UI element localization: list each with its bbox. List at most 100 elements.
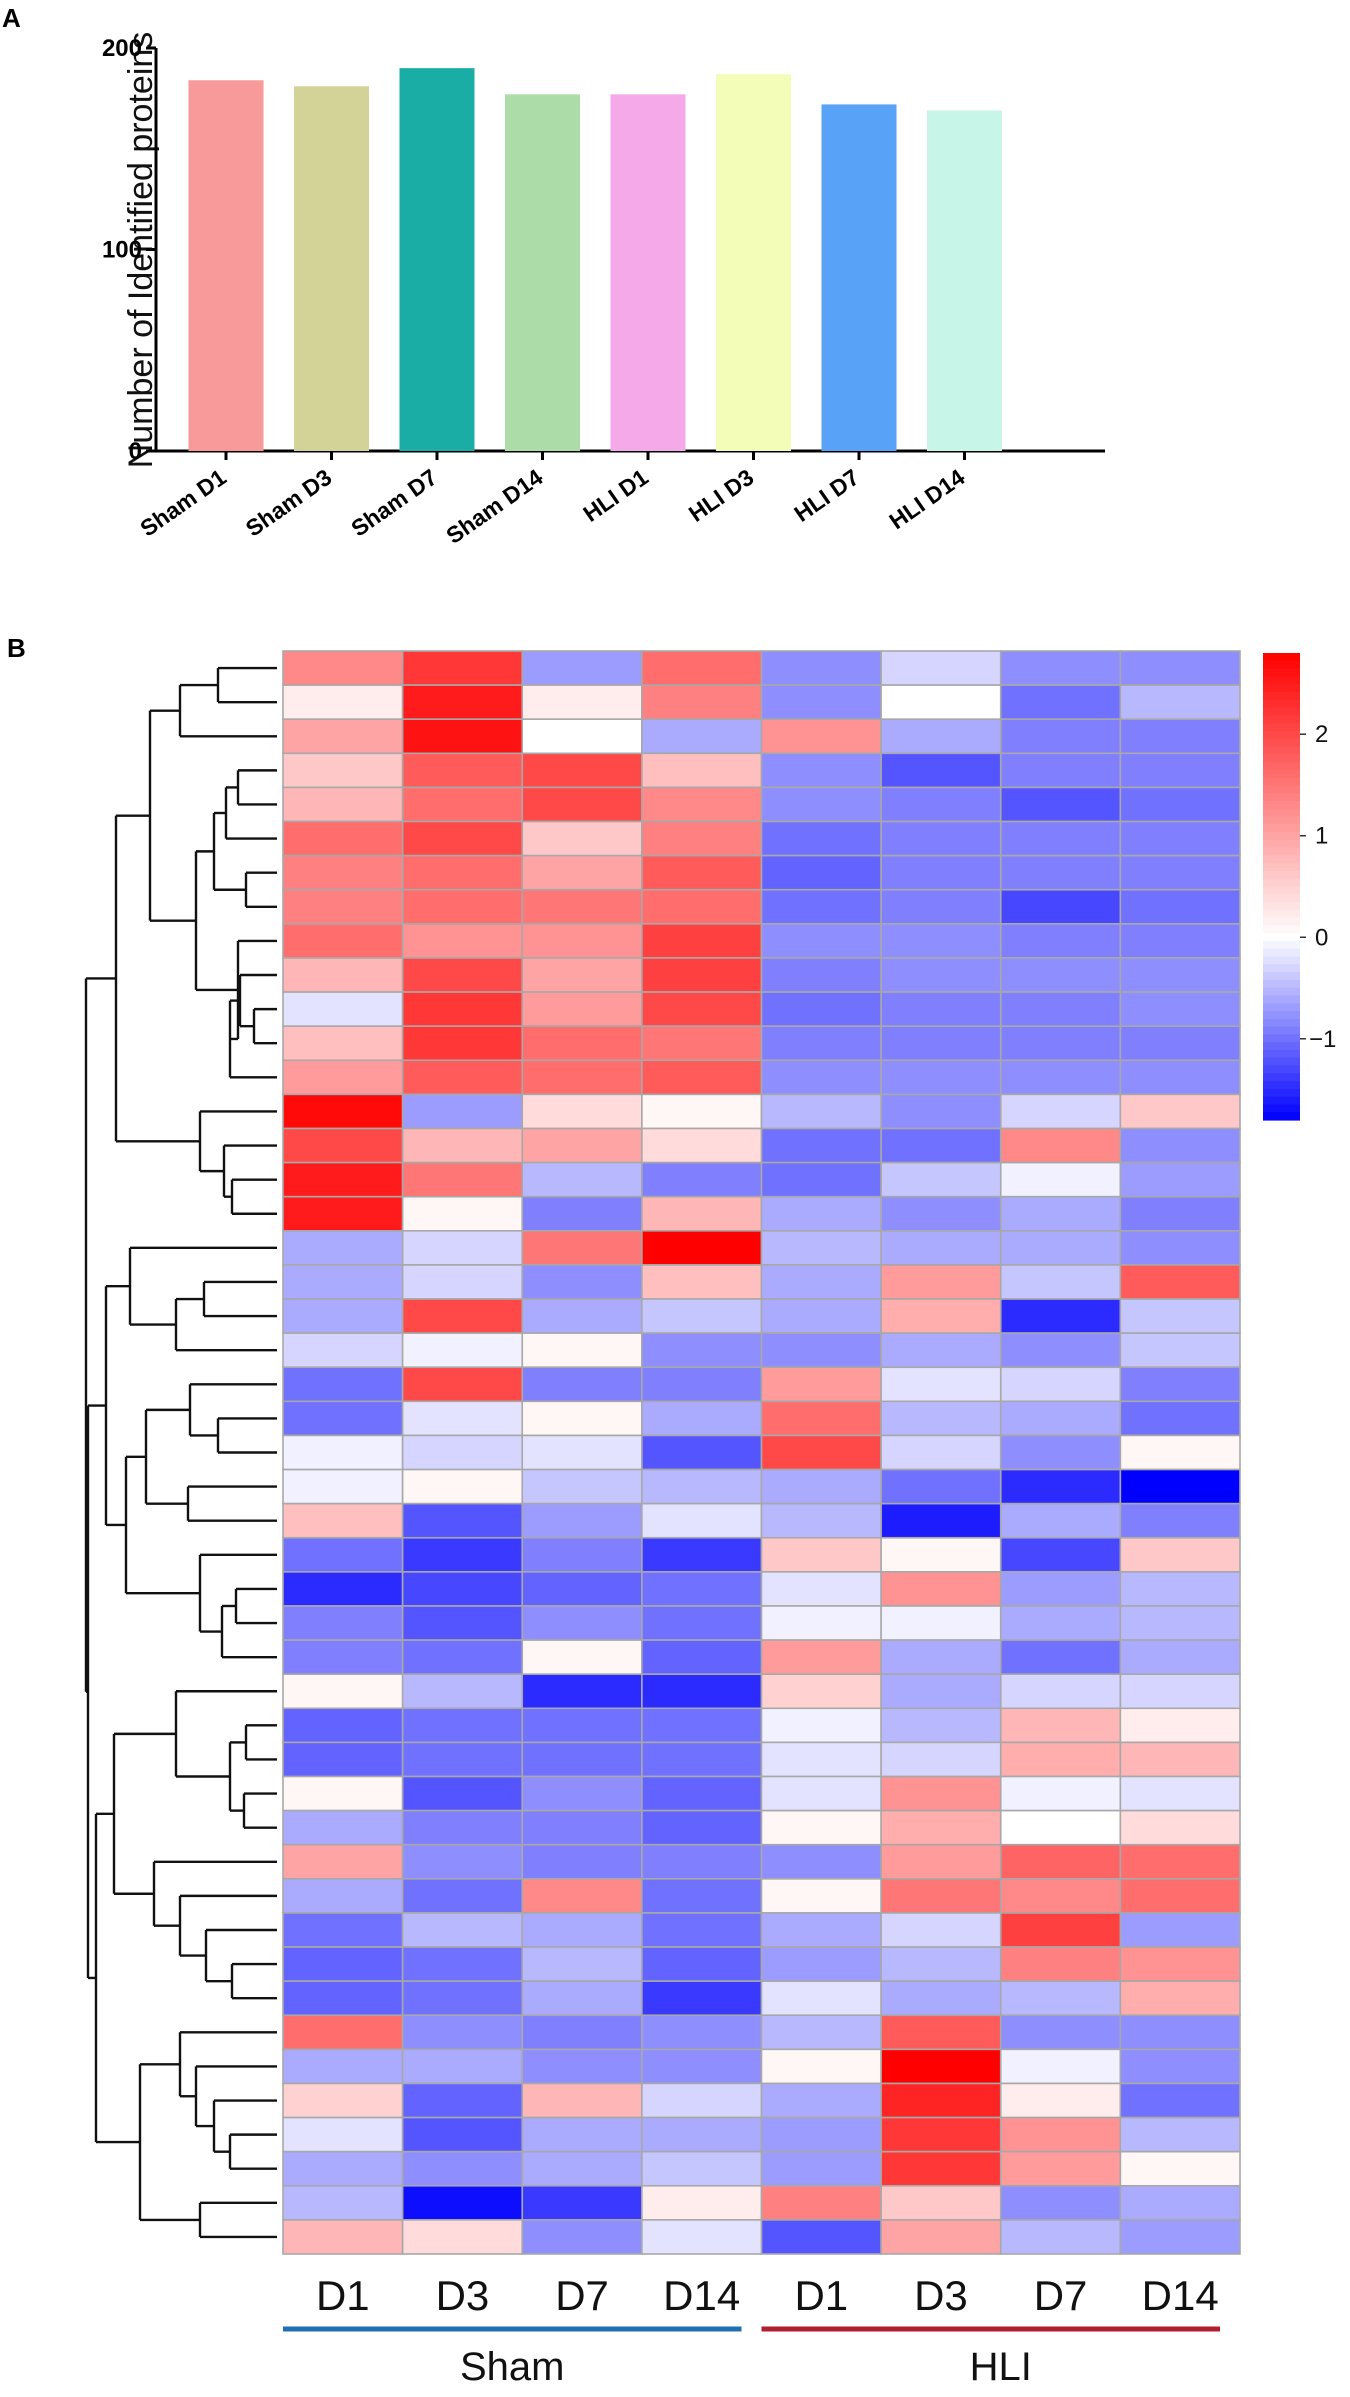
heatmap-cell (1119, 2048, 1241, 2085)
heatmap-cell (760, 1434, 882, 1471)
heatmap-cell (880, 1843, 1002, 1880)
heatmap-cell (401, 1468, 524, 1505)
heatmap-cell (521, 1195, 643, 1232)
heatmap-cell (1119, 1639, 1241, 1675)
heatmap-cell (760, 1707, 882, 1744)
heatmap-cell (999, 923, 1122, 959)
heatmap-cell (1119, 786, 1241, 823)
heatmap-cell (401, 1707, 524, 1744)
heatmap-cell (999, 1980, 1122, 2017)
heatmap-cell (282, 957, 404, 993)
heatmap-cell (760, 1161, 882, 1198)
heatmap-cell (521, 752, 643, 789)
heatmap-cell (521, 1809, 643, 1846)
heatmap-cell (880, 1400, 1002, 1437)
heatmap-cell (1119, 1298, 1241, 1334)
heatmap-cell (760, 1673, 882, 1710)
heatmap-cell (641, 957, 763, 993)
heatmap-cell (641, 1400, 763, 1437)
heatmap-cell (880, 2082, 1002, 2119)
heatmap-cell (521, 1468, 643, 1505)
heatmap-cell (641, 1912, 763, 1948)
heatmap-cell (282, 718, 404, 755)
x-tick-label: Sham D7 (346, 464, 442, 542)
heatmap-cell (760, 1502, 882, 1539)
y-tick-label: 200 (102, 35, 142, 62)
heatmap-cell (880, 1025, 1002, 1062)
heatmap-cell (401, 2219, 524, 2255)
heatmap-cell (521, 1843, 643, 1880)
heatmap-cell (999, 1707, 1122, 1744)
heatmap-cell (521, 888, 643, 925)
heatmap-cell (282, 2082, 404, 2119)
heatmap-cell (760, 1400, 882, 1437)
heatmap-cell (880, 1775, 1002, 1812)
heatmap-cell (401, 1059, 524, 1096)
heatmap-cell (999, 1093, 1122, 1130)
legend-tick-label: 0 (1315, 924, 1328, 951)
legend-swatch (1263, 816, 1300, 825)
heatmap-cell (760, 2014, 882, 2051)
legend-swatch (1263, 808, 1300, 818)
heatmap-cell (1119, 1571, 1241, 1607)
heatmap-cell (880, 923, 1002, 959)
heatmap-cell (1119, 1434, 1241, 1471)
heatmap-cell (641, 1161, 763, 1198)
heatmap-cell (521, 1127, 643, 1164)
heatmap-cell (880, 820, 1002, 857)
bar (399, 68, 475, 452)
heatmap-cell (282, 1161, 404, 1198)
heatmap-cell (1119, 2014, 1241, 2051)
heatmap-cell (401, 1605, 524, 1641)
legend-swatch (1263, 761, 1300, 771)
heatmap-cell (282, 1195, 404, 1232)
legend-swatch (1263, 948, 1300, 958)
legend-swatch (1263, 933, 1300, 942)
heatmap-cell (641, 2116, 763, 2153)
heatmap-cell (282, 1127, 404, 1164)
heatmap-cell (999, 650, 1122, 686)
legend-swatch (1263, 878, 1300, 888)
heatmap-cell (760, 1127, 882, 1164)
heatmap-cell (999, 1400, 1122, 1437)
heatmap-cell (282, 1980, 404, 2017)
heatmap-cell (282, 2219, 404, 2255)
heatmap-cell (521, 1093, 643, 1130)
heatmap-cell (999, 1878, 1122, 1914)
heatmap-cell (1119, 2184, 1241, 2221)
legend-swatch (1263, 987, 1300, 997)
legend-swatch (1263, 1065, 1300, 1074)
heatmap-cell (880, 2014, 1002, 2051)
heatmap-cell (521, 957, 643, 993)
legend-swatch (1263, 684, 1300, 693)
heatmap-cell (401, 1980, 524, 2017)
heatmap-cell (282, 2014, 404, 2051)
heatmap-cell (282, 1366, 404, 1403)
heatmap-cell (641, 1843, 763, 1880)
heatmap-cell (641, 2014, 763, 2051)
heatmap-cell (880, 1571, 1002, 1607)
heatmap-cell (880, 1468, 1002, 1505)
heatmap-cell (760, 1230, 882, 1266)
heatmap-cell (1119, 1775, 1241, 1812)
heatmap-cell (999, 2014, 1122, 2051)
heatmap-cell (282, 1298, 404, 1334)
heatmap-cell (521, 2116, 643, 2153)
heatmap-cell (880, 1502, 1002, 1539)
heatmap-cell (401, 1809, 524, 1846)
heatmap-cell (999, 1502, 1122, 1539)
y-tick-label: 0 (129, 438, 142, 465)
legend-swatch (1263, 660, 1300, 670)
legend-swatch (1263, 1011, 1300, 1020)
heatmap-cell (880, 1605, 1002, 1641)
heatmap-cell (401, 2014, 524, 2051)
heatmap-cell (401, 1093, 524, 1130)
heatmap-cell (760, 1025, 882, 1062)
heatmap-cell (521, 1400, 643, 1437)
heatmap-cell (641, 991, 763, 1027)
heatmap-cell (282, 684, 404, 721)
heatmap-cell (760, 752, 882, 789)
x-tick-label: HLI D7 (789, 464, 864, 527)
heatmap-cell (880, 888, 1002, 925)
